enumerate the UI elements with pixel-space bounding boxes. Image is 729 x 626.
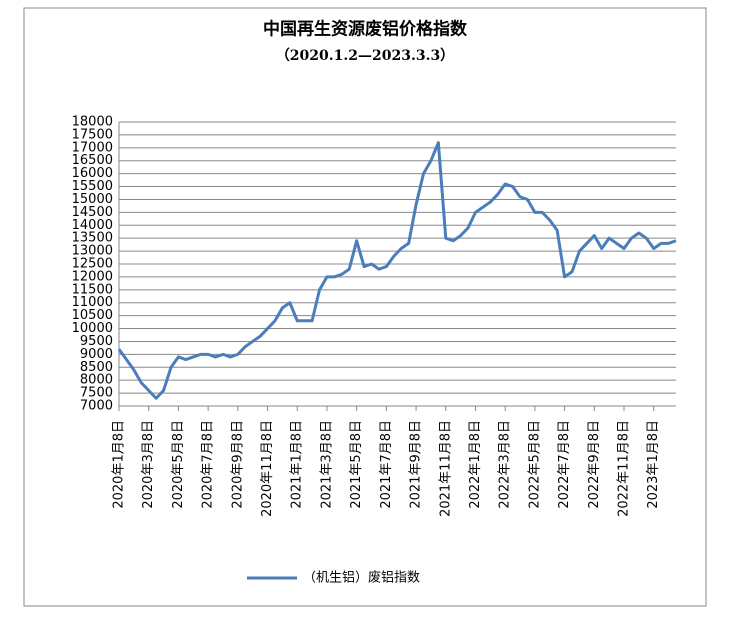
y-tick-label: 13000 <box>72 244 113 259</box>
x-tick-label: 2020年5月8日 <box>171 420 186 509</box>
y-tick-label: 15000 <box>72 192 113 207</box>
y-tick-label: 14000 <box>72 218 113 233</box>
x-tick-label: 2022年5月8日 <box>527 420 542 509</box>
y-tick-label: 7500 <box>80 386 113 401</box>
data-line <box>117 141 677 400</box>
x-tick-label: 2021年9月8日 <box>409 420 424 509</box>
x-tick-label: 2022年7月8日 <box>557 420 572 509</box>
x-tick-label: 2020年11月8日 <box>260 420 275 517</box>
x-tick-label: 2022年3月8日 <box>498 420 513 509</box>
y-tick-label: 14500 <box>72 205 113 220</box>
y-tick-label: 9500 <box>80 334 113 349</box>
y-tick-label: 10500 <box>72 308 113 323</box>
x-tick-label: 2021年5月8日 <box>349 420 364 509</box>
x-tick-label: 2020年3月8日 <box>141 420 156 509</box>
chart-border <box>23 7 707 607</box>
x-tick-label: 2022年1月8日 <box>468 420 483 509</box>
y-tick-label: 11500 <box>72 282 113 297</box>
chart-subtitle: （2020.1.2—2023.3.3） <box>276 48 454 64</box>
y-tick-label: 8500 <box>80 360 113 375</box>
x-tick-label: 2023年1月8日 <box>646 420 661 509</box>
y-tick-label: 7000 <box>80 399 113 414</box>
y-tick-label: 17500 <box>72 127 113 142</box>
y-tick-label: 8000 <box>80 373 113 388</box>
y-tick-label: 10000 <box>72 321 113 336</box>
x-tick-label: 2021年11月8日 <box>438 420 453 517</box>
y-tick-label: 13500 <box>72 231 113 246</box>
x-tick-label: 2020年7月8日 <box>201 420 216 509</box>
x-tick-label: 2022年11月8日 <box>617 420 632 517</box>
y-tick-label: 12000 <box>72 269 113 284</box>
x-tick-label: 2021年7月8日 <box>379 420 394 509</box>
y-tick-label: 18000 <box>72 115 113 130</box>
x-tick-label: 2020年1月8日 <box>112 420 127 509</box>
y-tick-label: 17000 <box>72 140 113 155</box>
chart-title: 中国再生资源废铝价格指数 <box>263 19 468 40</box>
y-tick-label: 11000 <box>72 295 113 310</box>
y-tick-label: 16500 <box>72 153 113 168</box>
x-tick-label: 2021年1月8日 <box>290 420 305 509</box>
x-tick-label: 2021年3月8日 <box>319 420 334 509</box>
y-tick-label: 12500 <box>72 257 113 272</box>
y-tick-label: 16000 <box>72 166 113 181</box>
y-tick-label: 15500 <box>72 179 113 194</box>
y-tick-label: 9000 <box>80 347 113 362</box>
x-tick-label: 2022年9月8日 <box>587 420 602 509</box>
legend-label: （机生铝）废铝指数 <box>303 570 420 586</box>
x-tick-label: 2020年9月8日 <box>230 420 245 509</box>
